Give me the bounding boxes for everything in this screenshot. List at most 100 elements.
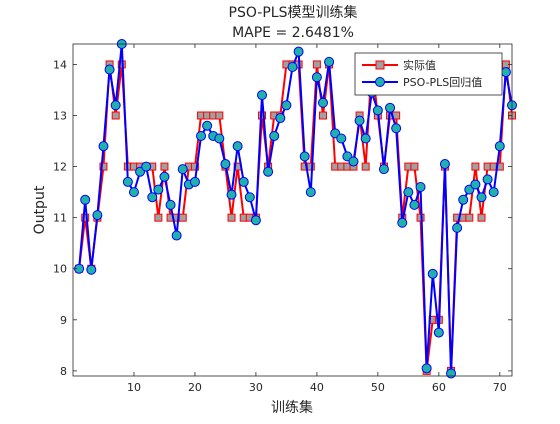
chart-subtitle: MAPE = 2.6481%	[232, 25, 354, 41]
data-point-predicted	[311, 72, 322, 83]
series-layer	[74, 39, 517, 379]
data-point-predicted	[482, 174, 493, 185]
data-point-predicted	[385, 102, 396, 113]
series-line-predicted	[78, 43, 513, 375]
data-point-predicted	[439, 159, 450, 170]
x-tick-label: 30	[249, 381, 263, 394]
x-axis-label: 训练集	[271, 399, 313, 416]
data-point-actual	[154, 213, 163, 222]
data-point-predicted	[299, 151, 310, 162]
data-point-predicted	[348, 156, 359, 167]
y-tick-label: 12	[53, 161, 67, 174]
data-point-predicted	[196, 130, 207, 141]
data-point-predicted	[92, 210, 103, 221]
data-point-predicted	[500, 67, 511, 78]
data-point-actual	[99, 162, 108, 171]
data-point-predicted	[202, 120, 213, 131]
data-point-actual	[215, 111, 224, 120]
data-point-actual	[160, 162, 169, 171]
y-tick-label: 9	[60, 314, 67, 327]
data-point-predicted	[281, 100, 292, 111]
data-point-predicted	[433, 327, 444, 338]
data-point-actual	[81, 213, 90, 222]
data-point-predicted	[421, 363, 432, 374]
plot-frame	[72, 43, 513, 377]
data-point-predicted	[104, 64, 115, 75]
data-point-predicted	[494, 141, 505, 152]
y-tick-label: 13	[53, 110, 67, 123]
data-point-predicted	[165, 199, 176, 210]
data-point-predicted	[147, 192, 158, 203]
legend-marker-predicted	[375, 77, 385, 87]
x-tick-label: 60	[432, 381, 446, 394]
y-tick-label: 14	[53, 58, 67, 71]
data-point-actual	[361, 162, 370, 171]
data-point-predicted	[360, 133, 371, 144]
data-point-actual	[227, 213, 236, 222]
data-point-predicted	[372, 105, 383, 116]
data-point-predicted	[244, 192, 255, 203]
data-point-predicted	[226, 189, 237, 200]
legend: 实际值 PSO-PLS回归值	[354, 52, 503, 96]
data-point-predicted	[128, 187, 139, 198]
data-point-predicted	[409, 199, 420, 210]
data-point-predicted	[378, 164, 389, 175]
data-point-actual	[465, 213, 474, 222]
data-point-predicted	[452, 222, 463, 233]
y-tick-label: 11	[53, 212, 67, 225]
data-point-predicted	[446, 368, 457, 379]
data-point-predicted	[317, 97, 328, 108]
legend-marker-actual	[375, 60, 385, 70]
data-point-predicted	[250, 215, 261, 226]
data-point-predicted	[476, 192, 487, 203]
data-point-predicted	[470, 179, 481, 190]
data-point-actual	[471, 162, 480, 171]
data-point-predicted	[189, 176, 200, 187]
data-point-predicted	[177, 164, 188, 175]
data-point-predicted	[153, 184, 164, 195]
data-point-actual	[318, 111, 327, 120]
data-point-predicted	[391, 123, 402, 134]
x-tick-label: 40	[310, 381, 324, 394]
data-point-predicted	[324, 56, 335, 67]
x-tick-label: 50	[371, 381, 385, 394]
data-point-predicted	[220, 159, 231, 170]
legend-label-actual: 实际值	[403, 58, 436, 72]
axis-layer: 10 20 30 40 50 60 70 8 9 10 11 12 13 14	[53, 44, 512, 394]
data-point-predicted	[238, 176, 249, 187]
data-point-actual	[312, 60, 321, 69]
y-tick-label: 8	[60, 365, 67, 378]
data-point-predicted	[293, 46, 304, 57]
y-axis-label: Output	[32, 185, 48, 234]
chart-title: PSO-PLS模型训练集	[229, 4, 358, 21]
data-point-predicted	[269, 130, 280, 141]
data-point-predicted	[488, 187, 499, 198]
series-predicted	[74, 39, 517, 379]
data-point-predicted	[427, 268, 438, 279]
y-tick-label: 10	[53, 263, 67, 276]
data-point-predicted	[275, 113, 286, 124]
data-point-predicted	[305, 187, 316, 198]
data-point-predicted	[232, 141, 243, 152]
data-point-predicted	[214, 133, 225, 144]
x-tick-label: 70	[493, 381, 507, 394]
data-point-predicted	[415, 182, 426, 193]
data-point-actual	[477, 213, 486, 222]
data-point-predicted	[354, 115, 365, 126]
data-point-actual	[410, 162, 419, 171]
data-point-predicted	[86, 264, 97, 275]
data-point-predicted	[159, 171, 170, 182]
data-point-predicted	[171, 230, 182, 241]
data-point-predicted	[336, 133, 347, 144]
data-point-predicted	[80, 194, 91, 205]
data-point-actual	[111, 111, 120, 120]
data-point-predicted	[98, 141, 109, 152]
data-point-predicted	[403, 187, 414, 198]
data-point-predicted	[263, 166, 274, 177]
data-point-predicted	[397, 217, 408, 228]
legend-label-predicted: PSO-PLS回归值	[403, 75, 482, 89]
x-tick-label: 20	[188, 381, 202, 394]
data-point-predicted	[141, 161, 152, 172]
